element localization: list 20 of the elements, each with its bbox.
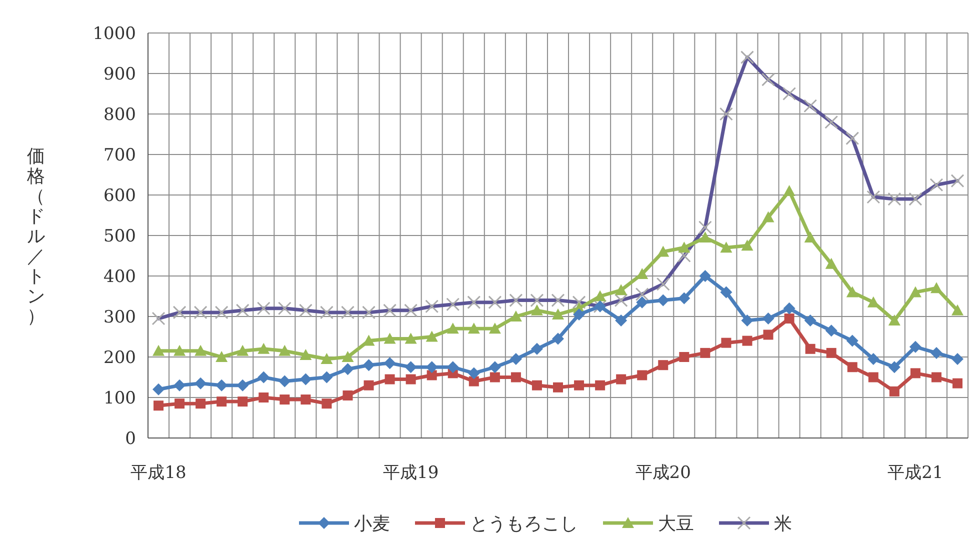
y-tick-label: 500 [104,226,136,246]
y-tick-label: 800 [104,104,136,125]
x-tick-label: 平成19 [383,463,439,483]
y-tick-label: 400 [104,266,136,287]
y-tick-label: 200 [104,348,136,368]
y-tick-label: 300 [104,307,136,328]
text: 価格（ドル／トン） [27,146,45,327]
y-tick-label: 100 [104,388,136,408]
y-tick-label: 1000 [92,24,136,44]
y-tick-label: 600 [104,186,136,206]
x-tick-label: 平成18 [130,463,186,483]
legend-label: とうもろこし [470,513,578,534]
x-tick-label: 平成20 [635,463,691,483]
y-tick-label: 700 [104,145,136,166]
legend-label: 小麦 [354,513,390,534]
legend-label: 米 [774,513,792,534]
y-tick-label: 0 [125,428,136,449]
x-tick-label: 平成21 [888,463,944,483]
legend-label: 大豆 [658,513,694,534]
y-tick-label: 900 [104,64,136,84]
